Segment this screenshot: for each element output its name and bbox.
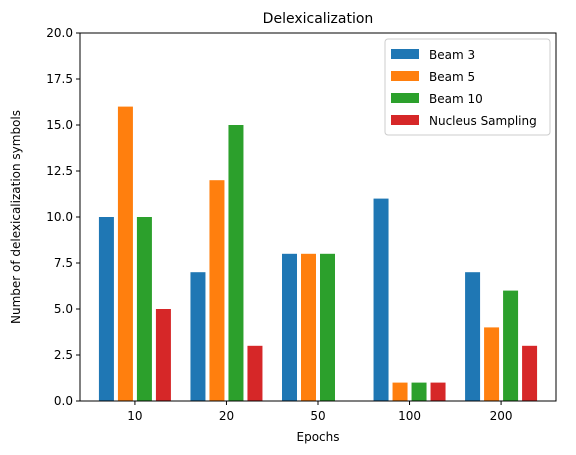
bar-nucleus-sampling-100 [430,382,446,401]
y-tick-label: 12.5 [46,164,73,178]
bar-nucleus-sampling-20 [247,345,263,401]
y-tick-label: 20.0 [46,26,73,40]
chart-title: Delexicalization [263,11,374,27]
y-axis-label: Number of delexicalization symbols [9,110,23,324]
x-tick-label: 50 [310,409,325,423]
y-tick-label: 10.0 [46,210,73,224]
bars-layer [98,106,538,401]
y-tick-label: 2.5 [54,348,73,362]
legend-label: Beam 3 [429,48,475,62]
bar-beam-5-20 [209,180,225,401]
legend-swatch [391,115,419,125]
x-tick-label: 10 [127,409,142,423]
bar-beam-5-10 [117,106,133,401]
legend-swatch [391,49,419,59]
legend-label: Nucleus Sampling [429,114,537,128]
bar-beam-10-10 [136,217,152,401]
y-tick-label: 15.0 [46,118,73,132]
bar-beam-3-200 [465,272,481,401]
x-axis: 10 20 50 100 200 [127,401,513,423]
legend-swatch [391,93,419,103]
bar-beam-10-100 [411,382,427,401]
bar-nucleus-sampling-200 [522,345,538,401]
bar-nucleus-sampling-10 [155,309,171,401]
bar-beam-5-200 [484,327,500,401]
x-axis-label: Epochs [297,430,340,444]
x-tick-label: 100 [398,409,421,423]
bar-beam-5-50 [301,253,316,401]
bar-beam-10-200 [503,290,519,401]
bar-beam-5-100 [392,382,408,401]
legend-label: Beam 5 [429,70,475,84]
plot-frame [79,32,557,402]
bar-beam-10-20 [228,125,244,401]
y-tick-label: 5.0 [54,302,73,316]
bar-beam-3-10 [98,217,114,401]
bar-beam-3-100 [373,198,389,401]
legend: Beam 3 Beam 5 Beam 10 Nucleus Sampling [384,38,551,136]
x-tick-label: 20 [219,409,234,423]
y-axis: 0.0 2.5 5.0 7.5 10.0 12.5 15.0 17.5 20.0 [46,26,80,408]
y-tick-label: 7.5 [54,256,73,270]
legend-swatch [391,71,419,81]
legend-label: Beam 10 [429,92,483,106]
bar-beam-10-50 [320,253,335,401]
y-tick-label: 0.0 [54,394,73,408]
bar-beam-3-50 [282,253,297,401]
x-tick-label: 200 [490,409,513,423]
bar-beam-3-20 [190,272,206,401]
legend-box [384,38,551,136]
y-tick-label: 17.5 [46,72,73,86]
